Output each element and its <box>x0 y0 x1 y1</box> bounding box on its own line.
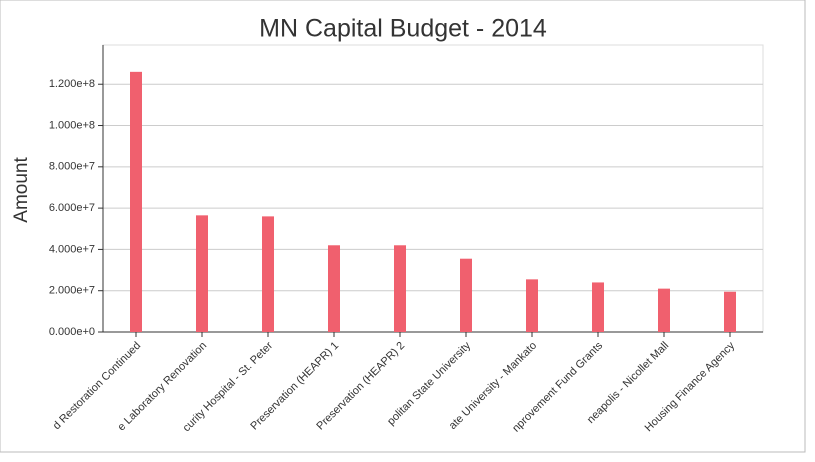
bar <box>196 215 208 332</box>
bar <box>724 291 736 332</box>
y-tick-label: 8.000e+7 <box>49 161 95 173</box>
bar <box>394 245 406 332</box>
y-tick-label: 0.000e+0 <box>49 326 95 338</box>
chart-title: MN Capital Budget - 2014 <box>259 15 547 43</box>
bar <box>658 288 670 332</box>
bar <box>262 216 274 332</box>
bar <box>130 71 142 332</box>
y-axis-label: Amount <box>11 157 32 223</box>
y-tick-label: 4.000e+7 <box>49 243 95 255</box>
y-tick-label: 1.200e+8 <box>49 78 95 90</box>
y-tick-label: 2.000e+7 <box>49 285 95 297</box>
y-tick-label: 1.000e+8 <box>49 119 95 131</box>
bar <box>460 258 472 332</box>
bar <box>328 245 340 332</box>
y-tick-label: 6.000e+7 <box>49 202 95 214</box>
bar <box>592 282 604 332</box>
bar <box>526 279 538 332</box>
